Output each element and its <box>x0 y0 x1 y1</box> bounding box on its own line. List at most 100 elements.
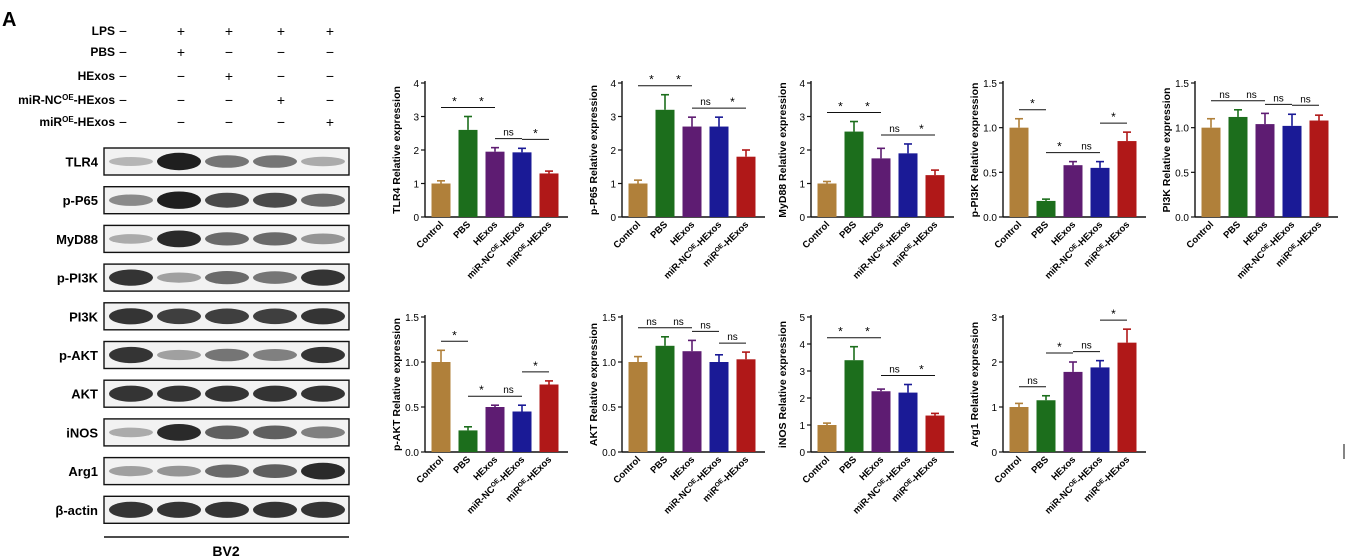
blot-band <box>109 234 153 244</box>
sig-label: ns <box>1027 376 1038 387</box>
bar-hexos <box>871 158 891 217</box>
x-tick-label: Control <box>611 454 643 486</box>
blot-band <box>205 425 249 440</box>
bar-control <box>628 183 648 217</box>
sig-label: * <box>452 95 457 109</box>
bar-control <box>431 183 451 217</box>
blot-band <box>301 426 345 439</box>
y-tick-label: 3 <box>799 113 805 124</box>
blot-band <box>301 193 345 207</box>
cell-line-label: BV2 <box>212 543 239 559</box>
bar-mir-ncoe-hexos <box>898 153 918 217</box>
condition-sign: − <box>177 68 185 84</box>
blot-band <box>109 157 153 166</box>
bar-pbs <box>844 360 864 452</box>
blot-band <box>157 424 201 441</box>
y-tick-label: 0 <box>610 213 616 224</box>
blot-band <box>301 385 345 402</box>
y-tick-label: 0 <box>799 213 805 224</box>
blot-band <box>109 385 153 402</box>
blot-label-myd88: MyD88 <box>56 232 98 247</box>
condition-sign: + <box>326 23 334 39</box>
sig-label: ns <box>889 365 900 376</box>
y-tick-label: 1 <box>991 403 997 414</box>
bar-mir-ncoe-hexos <box>512 152 532 217</box>
y-axis-label: Arg1 Relative expression <box>969 322 981 447</box>
blot-band <box>253 501 297 518</box>
y-tick-label: 1 <box>413 180 419 191</box>
sig-label: * <box>479 383 484 397</box>
x-tick-label: PBS <box>1030 219 1052 241</box>
blot-band <box>205 271 249 285</box>
sig-label: * <box>1111 307 1116 321</box>
bar-mir-ncoe-hexos <box>709 362 729 452</box>
y-tick-label: 0.0 <box>602 448 616 459</box>
western-blot: LPS − + + + +PBS − + − − −HExos − − + − −miR-NCOE-HExos… <box>18 23 350 559</box>
blot-band <box>301 346 345 364</box>
sig-label: * <box>533 359 538 373</box>
y-axis-label: p-PI3K Relative expression <box>969 83 981 218</box>
blot-band <box>205 385 249 402</box>
y-tick-label: 1.0 <box>405 358 419 369</box>
blot-band <box>157 465 201 477</box>
condition-label-hexos: HExos <box>78 69 116 83</box>
bar-miroe-hexos <box>1309 120 1329 217</box>
bar-pbs <box>458 430 478 452</box>
x-tick-label: Control <box>414 219 446 251</box>
panel-label: A <box>2 9 16 31</box>
sig-label: * <box>1057 340 1062 354</box>
y-tick-label: 0.5 <box>405 403 419 414</box>
blot-band <box>253 232 297 246</box>
sig-label: ns <box>673 317 684 328</box>
sig-label: * <box>533 126 538 140</box>
y-tick-label: 0.5 <box>602 403 616 414</box>
blot-band <box>205 308 249 325</box>
blot-label-p-akt: p-AKT <box>59 348 98 363</box>
bar-hexos <box>1063 165 1083 217</box>
blot-band <box>301 501 345 518</box>
y-tick-label: 0 <box>799 448 805 459</box>
y-axis-label: MyD88 Relative expression <box>777 82 789 217</box>
condition-sign: − <box>177 114 185 130</box>
x-tick-label: PBS <box>1030 454 1052 476</box>
sig-label: * <box>838 325 843 339</box>
x-tick-label: Control <box>1184 219 1216 251</box>
y-tick-label: 2 <box>610 146 616 157</box>
blot-band <box>301 233 345 245</box>
y-tick-label: 1.0 <box>602 358 616 369</box>
y-tick-label: 2 <box>991 358 997 369</box>
y-tick-label: 1 <box>799 421 805 432</box>
blot-band <box>157 191 201 209</box>
blot-band <box>205 232 249 246</box>
y-tick-label: 1.0 <box>983 124 997 135</box>
blot-label-arg1: Arg1 <box>68 464 98 479</box>
y-tick-label: 0.0 <box>405 448 419 459</box>
condition-sign: − <box>177 92 185 108</box>
bar-miroe-hexos <box>539 173 559 217</box>
condition-label-miroe: miROE-HExos <box>39 115 115 130</box>
sig-label: * <box>865 100 870 114</box>
sig-label: ns <box>503 385 514 396</box>
bar-control <box>817 425 837 452</box>
condition-sign: − <box>326 44 334 60</box>
bar-control <box>1009 407 1029 452</box>
x-tick-label: PBS <box>838 219 860 241</box>
blot-band <box>301 269 345 286</box>
bar-miroe-hexos <box>925 175 945 217</box>
x-tick-label: PBS <box>1222 219 1244 241</box>
condition-sign: − <box>277 44 285 60</box>
condition-sign: + <box>326 114 334 130</box>
bar-hexos <box>485 151 505 217</box>
blot-band <box>253 192 297 208</box>
blot-band <box>301 308 345 325</box>
bar-hexos <box>1063 371 1083 452</box>
chart-myd88-relative-expression: 0 1 2 3 4 MyD88 Relative expression Control PBS… <box>777 79 954 282</box>
blot-band <box>157 152 201 171</box>
y-axis-label: p-P65 Relative expression <box>588 85 600 215</box>
bar-mir-ncoe-hexos <box>1282 125 1302 217</box>
y-tick-label: 0.0 <box>983 213 997 224</box>
sig-label: ns <box>1273 93 1284 104</box>
condition-sign: + <box>177 44 185 60</box>
condition-label-lps: LPS <box>92 24 115 38</box>
